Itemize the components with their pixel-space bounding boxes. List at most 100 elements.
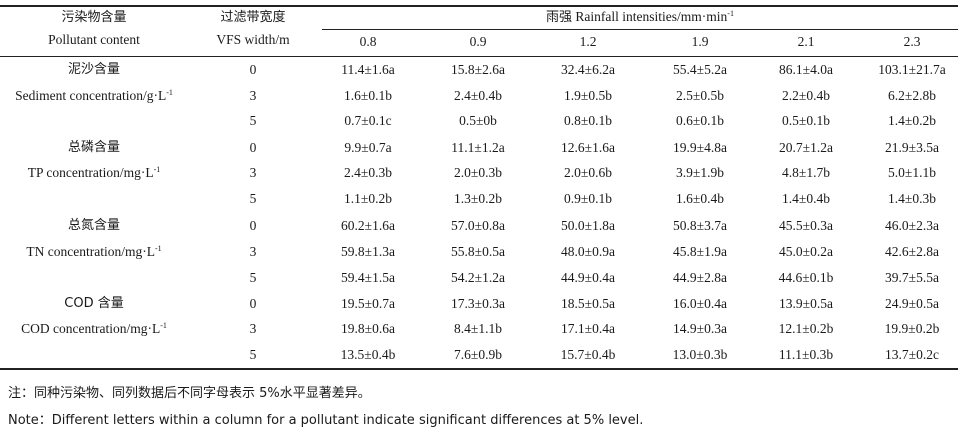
pollutant-label-sup: -1 (153, 165, 161, 174)
table-value-cell: 45.0±0.2a (779, 244, 833, 259)
table-value-cell: 13.0±0.3b (672, 347, 728, 362)
table-value-cell: 12.6±1.6a (561, 140, 615, 155)
vfs-width-cell: 0 (249, 218, 257, 233)
pollutant-label-en-text: COD concentration/mg·L (21, 321, 161, 336)
table-value-cell: 0.6±0.1b (676, 113, 724, 128)
table-value-cell: 1.1±0.2b (344, 191, 392, 206)
vfs-width-cell: 5 (249, 113, 257, 128)
table-value-cell: 50.8±3.7a (673, 218, 727, 233)
rainfall-intensity-header: 1.2 (579, 34, 597, 49)
top-rule (0, 5, 958, 7)
table-value-cell: 2.2±0.4b (782, 88, 830, 103)
vfs-width-cell: 5 (249, 270, 257, 285)
header-rain-en: Rainfall intensities/mm·min (575, 9, 728, 24)
table-value-cell: 1.6±0.4b (676, 191, 724, 206)
table-value-cell: 54.2±1.2a (451, 270, 505, 285)
table-value-cell: 0.7±0.1c (344, 113, 392, 128)
table-value-cell: 21.9±3.5a (885, 140, 939, 155)
vfs-width-cell: 0 (249, 296, 257, 311)
vfs-width-cell: 0 (249, 62, 257, 77)
table-value-cell: 1.9±0.5b (564, 88, 612, 103)
note-en: Note：Different letters within a column f… (8, 413, 644, 428)
table-value-cell: 45.5±0.3a (779, 218, 833, 233)
table-value-cell: 57.0±0.8a (451, 218, 505, 233)
table-value-cell: 1.4±0.4b (782, 191, 830, 206)
table-value-cell: 1.4±0.2b (888, 113, 936, 128)
pollutant-label-sup: -1 (160, 321, 167, 330)
table-value-cell: 0.9±0.1b (564, 191, 612, 206)
vfs-width-cell: 5 (249, 347, 257, 362)
table-value-cell: 3.9±1.9b (676, 165, 724, 180)
table-value-cell: 2.4±0.3b (344, 165, 392, 180)
table-value-cell: 1.3±0.2b (454, 191, 502, 206)
pollutant-label-zh: COD 含量 (64, 296, 124, 311)
header-pollutant-zh: 污染物含量 (61, 10, 127, 25)
table-value-cell: 19.9±0.2b (884, 321, 940, 336)
table-value-cell: 42.6±2.8a (885, 244, 939, 259)
bottom-rule (0, 368, 958, 370)
pollutant-label-en-text: TN concentration/mg·L (26, 244, 155, 259)
table-value-cell: 0.5±0.1b (782, 113, 830, 128)
header-rain-sup: -1 (727, 9, 734, 18)
table-value-cell: 6.2±2.8b (888, 88, 936, 103)
pollutant-label-sup: -1 (154, 244, 162, 253)
table-value-cell: 1.4±0.3b (888, 191, 936, 206)
table-value-cell: 16.0±0.4a (673, 296, 727, 311)
pollutant-label-en-text: Sediment concentration/g·L (15, 88, 167, 103)
table-value-cell: 19.9±4.8a (673, 140, 727, 155)
vfs-width-cell: 3 (249, 244, 257, 259)
table-value-cell: 46.0±2.3a (885, 218, 939, 233)
header-vfs-en: VFS width/m (216, 32, 290, 47)
table-value-cell: 17.1±0.4a (561, 321, 615, 336)
pollutant-label-zh: 总磷含量 (67, 140, 121, 155)
table-value-cell: 4.8±1.7b (782, 165, 830, 180)
pollutant-label-zh: 泥沙含量 (67, 62, 121, 77)
table-value-cell: 32.4±6.2a (561, 62, 615, 77)
pollutant-label-en: TP concentration/mg·L-1 (28, 165, 161, 181)
rainfall-intensity-header: 2.3 (903, 34, 921, 49)
table-value-cell: 19.8±0.6a (341, 321, 395, 336)
header-sub-rule (322, 29, 958, 30)
table-value-cell: 2.4±0.4b (454, 88, 502, 103)
table-value-cell: 18.5±0.5a (561, 296, 615, 311)
note-zh: 注：同种污染物、同列数据后不同字母表示 5%水平显著差异。 (8, 386, 371, 401)
table-value-cell: 17.3±0.3a (451, 296, 505, 311)
table-value-cell: 15.7±0.4b (560, 347, 616, 362)
header-rule (0, 56, 958, 57)
table-value-cell: 8.4±1.1b (454, 321, 502, 336)
vfs-width-cell: 3 (249, 321, 257, 336)
header-vfs-zh: 过滤带宽度 (220, 10, 286, 25)
table-value-cell: 11.1±0.3b (778, 347, 834, 362)
rainfall-intensity-header: 1.9 (691, 34, 709, 49)
table-value-cell: 0.5±0b (459, 113, 497, 128)
rainfall-intensity-header: 2.1 (797, 34, 815, 49)
table-value-cell: 45.8±1.9a (673, 244, 727, 259)
rainfall-intensity-header: 0.9 (469, 34, 487, 49)
table-value-cell: 15.8±2.6a (451, 62, 505, 77)
header-rainfall: 雨强 Rainfall intensities/mm·min-1 (546, 9, 734, 26)
vfs-width-cell: 3 (249, 165, 257, 180)
table-value-cell: 24.9±0.5a (885, 296, 939, 311)
pollutant-label-en-text: TP concentration/mg·L (27, 165, 154, 180)
vfs-width-cell: 0 (249, 140, 257, 155)
table-value-cell: 48.0±0.9a (561, 244, 615, 259)
table-value-cell: 59.8±1.3a (341, 244, 395, 259)
table-value-cell: 103.1±21.7a (878, 62, 946, 77)
table-value-cell: 19.5±0.7a (341, 296, 395, 311)
table-value-cell: 0.8±0.1b (564, 113, 612, 128)
data-table: 污染物含量 Pollutant content 过滤带宽度 VFS width/… (0, 5, 958, 370)
table-value-cell: 11.1±1.2a (451, 140, 505, 155)
table-value-cell: 2.5±0.5b (676, 88, 724, 103)
table-value-cell: 9.9±0.7a (344, 140, 392, 155)
table-value-cell: 2.0±0.3b (454, 165, 502, 180)
pollutant-label-sup: -1 (166, 88, 173, 97)
table-value-cell: 12.1±0.2b (778, 321, 834, 336)
table-value-cell: 13.7±0.2c (885, 347, 939, 362)
table-value-cell: 55.4±5.2a (673, 62, 727, 77)
vfs-width-cell: 5 (249, 191, 257, 206)
pollutant-label-en: TN concentration/mg·L-1 (26, 244, 161, 260)
table-value-cell: 20.7±1.2a (779, 140, 833, 155)
table-value-cell: 1.6±0.1b (344, 88, 392, 103)
header-pollutant-en: Pollutant content (48, 32, 140, 47)
table-value-cell: 13.9±0.5a (779, 296, 833, 311)
